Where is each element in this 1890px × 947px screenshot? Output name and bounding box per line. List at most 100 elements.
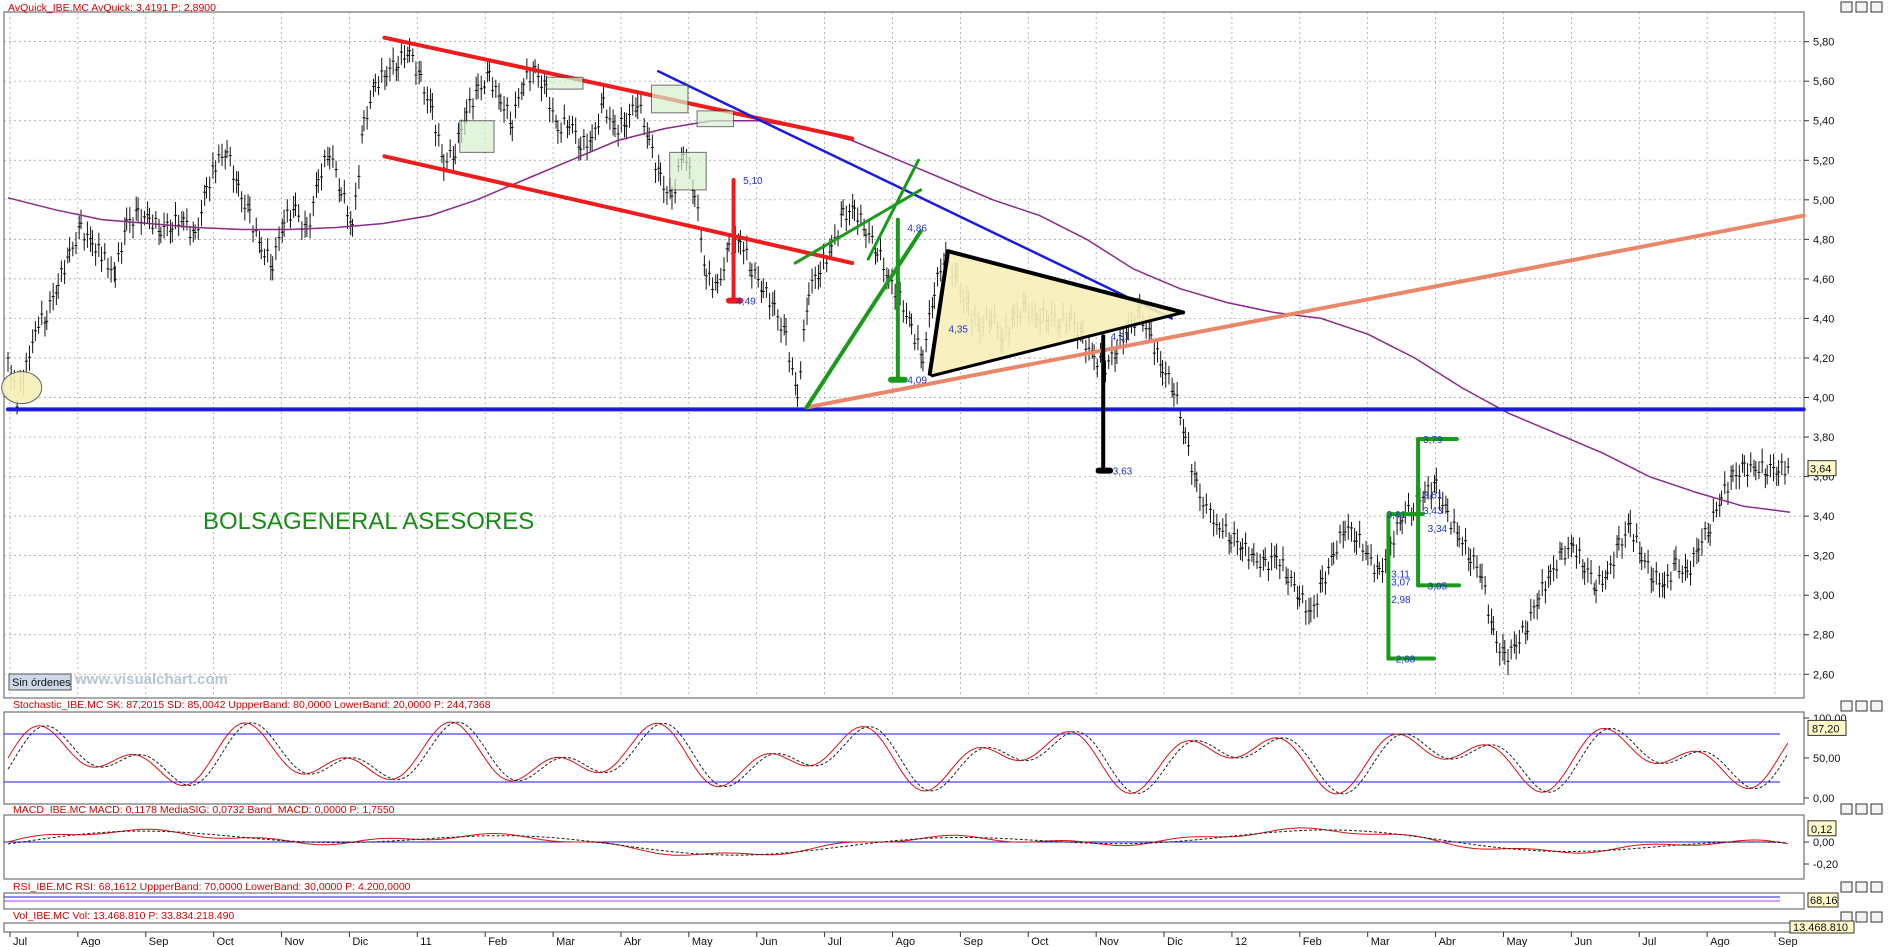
x-axis: Jul Ago Sep Oct Nov Dic 11 Feb Mar Abr May Jun Jul Ag… [9, 932, 1798, 947]
stoch-d-line [7, 721, 1789, 795]
y-tick-label: 4,60 [1813, 274, 1834, 286]
consolidation-box [650, 84, 689, 114]
x-tick-label: Abr [624, 936, 641, 947]
consolidation-box [545, 76, 584, 90]
x-tick-label: Feb [488, 936, 507, 947]
y-tick-label: 5,40 [1813, 116, 1834, 128]
maximize-icon [1855, 1, 1868, 13]
main-header: AvQuick_IBE.MC AvQuick: 3,4191 P: 2,8900 [8, 2, 216, 14]
macd-line [7, 827, 1788, 856]
x-tick-label: Nov [285, 936, 305, 947]
value-annotations: 5,10 4,49 4,86 4,09 4,35 4,31 3,63 3,79 3,51 3,41… [736, 176, 1837, 665]
no-orders-button[interactable]: Sin órdenes [8, 673, 72, 691]
triangle-fill [932, 251, 1184, 376]
x-tick-label: Jun [1574, 936, 1592, 947]
value-annotation: 5,10 [743, 176, 763, 187]
macd-tick-label: -0,20 [1813, 859, 1838, 871]
macd-panel [3, 814, 1805, 880]
green-flag-line [804, 229, 923, 410]
x-tick-label: Ago [896, 936, 916, 947]
window-controls [1840, 1, 1883, 923]
volume-plot: 13.468.810 [1789, 920, 1855, 934]
x-tick-label: Mar [1371, 936, 1390, 947]
x-tick-label: Sep [963, 936, 983, 947]
triangle-left-line [927, 249, 951, 376]
volume-panel [3, 922, 1805, 933]
moving-average-line [7, 119, 1791, 513]
stoch-k-line [7, 721, 1789, 795]
main-series [6, 38, 1791, 676]
x-tick-label: Mar [556, 936, 575, 947]
x-tick-label: Abr [1439, 936, 1456, 947]
value-annotation: 2,68 [1396, 654, 1416, 665]
y-tick-label: 2,80 [1813, 630, 1834, 642]
triangle-top-line [946, 249, 1186, 315]
macd-tick-label: 0,00 [1813, 837, 1834, 849]
last-price-label: 3,64 [1810, 464, 1831, 476]
main-panel [3, 11, 1805, 699]
stoch-last-label: 87,20 [1812, 723, 1840, 735]
uptrend-line [804, 213, 1806, 410]
x-tick-label: Nov [1099, 936, 1119, 947]
y-tick-label: 4,00 [1813, 393, 1834, 405]
macd-header: MACD_IBE.MC MACD: 0,1178 MediaSIG: 0,073… [13, 804, 395, 816]
y-tick-label: 5,00 [1813, 195, 1834, 207]
y-tick-label: 3,80 [1813, 432, 1834, 444]
x-tick-label: May [1506, 936, 1527, 947]
y-tick-label: 3,40 [1813, 511, 1834, 523]
value-annotation: 3,43 [1423, 506, 1443, 517]
y-tick-label: 4,20 [1813, 353, 1834, 365]
consolidation-box [669, 151, 707, 191]
brand-text: BOLSAGENERAL ASESORES [203, 508, 534, 535]
green-flag-line [866, 158, 920, 261]
x-tick-label: May [692, 936, 713, 947]
close-icon [1870, 911, 1883, 923]
rsi-plot: 68,16 [4, 892, 1839, 908]
close-icon [1870, 700, 1883, 712]
value-annotation: 3,05 [1428, 581, 1448, 592]
x-tick-label: Jul [1642, 936, 1656, 947]
main-y-axis: 5,80 5,60 5,40 5,20 5,00 4,80 4,60 4,40 4,20 4,00… [1804, 37, 1834, 681]
rsi-last-box [1807, 892, 1839, 908]
stoch-tick-label: 0,00 [1813, 793, 1834, 805]
value-annotation: 4,31 [1110, 332, 1130, 343]
maximize-icon [1855, 803, 1868, 815]
triangle-bottom-line [930, 310, 1185, 378]
minimize-icon [1840, 881, 1853, 893]
close-icon [1870, 803, 1883, 815]
technical-drawings [1, 35, 1806, 661]
y-tick-label: 4,40 [1813, 313, 1834, 325]
channel-top-line [382, 35, 855, 141]
x-tick-label: Oct [1031, 936, 1048, 947]
y-tick-label: 3,00 [1813, 590, 1834, 602]
x-tick-label: Jul [13, 936, 27, 947]
rsi-header: RSI_IBE.MC RSI: 68,1612 UppperBand: 70,0… [13, 881, 411, 893]
value-annotation: 4,09 [907, 376, 927, 387]
value-annotation: 3,63 [1113, 467, 1133, 478]
value-annotation: 3,79 [1423, 435, 1443, 446]
consolidation-box [696, 110, 735, 128]
value-annotation: 4,86 [907, 223, 927, 234]
x-tick-label: Sep [149, 936, 169, 947]
x-tick-label: Ago [1710, 936, 1730, 947]
watermark: www.visualchart.com [74, 671, 228, 688]
x-tick-label: Jun [760, 936, 778, 947]
x-tick-label: Jul [828, 936, 842, 947]
close-icon [1870, 1, 1883, 13]
highlight-ellipse [1, 371, 43, 405]
stoch-tick-label: 50,00 [1813, 753, 1841, 765]
value-annotation: 3,41 [1387, 510, 1407, 521]
value-annotation: 3,07 [1391, 577, 1411, 588]
value-annotation: 3,34 [1428, 524, 1448, 535]
close-icon [1870, 881, 1883, 893]
channel-bottom-line [382, 154, 855, 266]
maximize-icon [1855, 700, 1868, 712]
consolidation-box [459, 120, 495, 153]
stoch-last-box [1807, 719, 1847, 736]
value-annotation: 2,98 [1391, 595, 1411, 606]
x-tick-label: Ago [81, 936, 101, 947]
volume-header: Vol_IBE.MC Vol: 13.468.810 P: 33.834.218… [13, 910, 234, 922]
minimize-icon [1840, 1, 1853, 13]
